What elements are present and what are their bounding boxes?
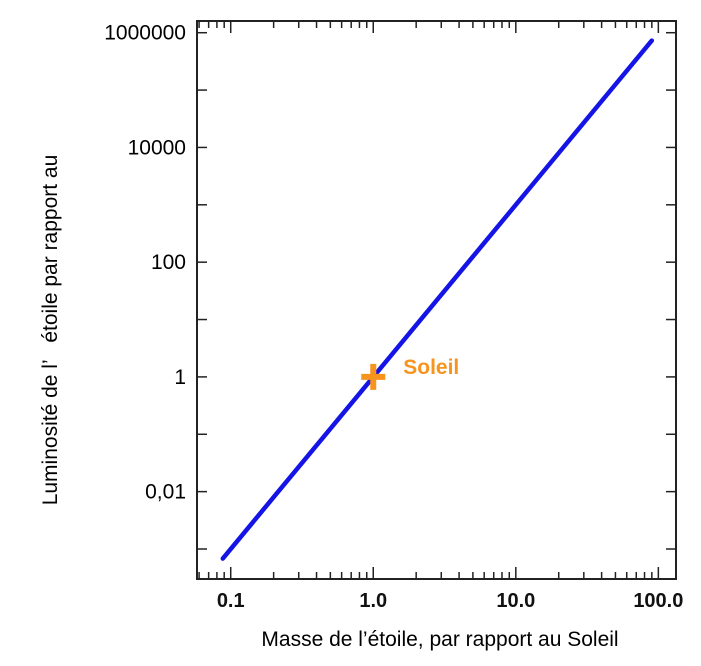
y-tick-label: 100 <box>151 251 186 274</box>
ticks <box>197 21 676 579</box>
x-tick-label: 100.0 <box>633 590 683 612</box>
annotations: Soleil <box>361 356 459 390</box>
x-tick-label: 0.1 <box>217 590 245 612</box>
y-tick-label: 10000 <box>128 136 186 159</box>
x-tick-label: 1.0 <box>359 590 387 612</box>
y-tick-labels: 0,01 1 100 10000 1000000 <box>104 22 186 504</box>
sun-label: Soleil <box>403 356 459 379</box>
plot-frame <box>196 20 677 580</box>
y-axis-label: Luminosité de l’ étoile par rapport au <box>39 155 62 506</box>
y-tick-label: 0,01 <box>145 481 186 504</box>
series-line <box>220 38 655 561</box>
y-tick-label: 1 <box>174 366 186 389</box>
series <box>220 38 655 561</box>
y-tick-label: 1000000 <box>104 22 186 45</box>
sun-marker <box>361 363 386 390</box>
x-tick-label: 10.0 <box>496 590 535 612</box>
x-axis-label: Masse de l’étoile, par rapport au Soleil <box>261 628 618 651</box>
x-tick-labels: 0.1 1.0 10.0 100.0 <box>217 590 684 612</box>
